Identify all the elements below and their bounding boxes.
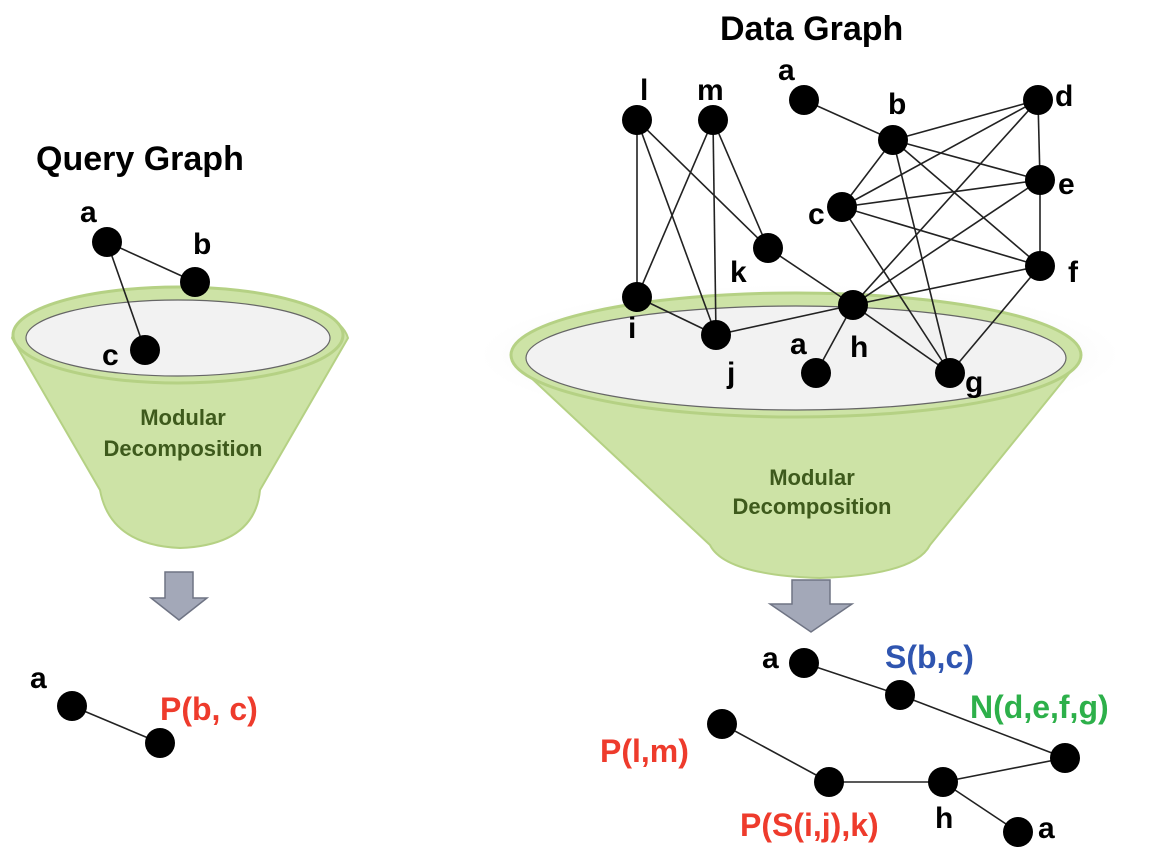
data-funnel-text-1: Modular: [769, 465, 855, 490]
query-result-module-label: P(b, c): [160, 691, 258, 727]
data-label-k: k: [730, 256, 747, 289]
query-label-a: a: [80, 196, 97, 229]
data-label-j: j: [726, 357, 735, 390]
result-label-a-bottom: a: [1038, 812, 1055, 845]
query-edge-a-c: [106, 241, 146, 351]
data-label-a2: a: [790, 328, 807, 361]
query-result-node-module: [145, 728, 175, 758]
result-node-h: [928, 767, 958, 797]
query-label-c: c: [102, 339, 119, 372]
query-funnel-text-2: Decomposition: [104, 436, 263, 461]
query-result-node-a: [57, 691, 87, 721]
query-funnel: Modular Decomposition: [10, 285, 350, 550]
query-graph-panel: Query Graph Modular Decomposition a b c …: [10, 140, 350, 758]
data-node-g: [935, 358, 965, 388]
data-label-l: l: [640, 74, 648, 107]
query-node-a: [92, 227, 122, 257]
data-label-f: f: [1068, 256, 1079, 289]
data-graph-title: Data Graph: [720, 10, 903, 48]
data-down-arrow-icon: [767, 579, 855, 633]
result-node-p-sijk: [814, 767, 844, 797]
data-label-i: i: [628, 312, 636, 345]
data-label-m: m: [697, 74, 724, 107]
data-node-m: [698, 105, 728, 135]
data-label-c: c: [808, 198, 825, 231]
data-label-h: h: [850, 331, 868, 364]
query-down-arrow-icon: [148, 571, 210, 621]
query-result-edge: [71, 705, 161, 744]
result-label-n-defg: N(d,e,f,g): [970, 689, 1109, 725]
query-result-label-a: a: [30, 662, 47, 695]
result-node-s-bc: [885, 680, 915, 710]
data-node-e: [1025, 165, 1055, 195]
data-node-j: [701, 320, 731, 350]
result-label-p-sijk: P(S(i,j),k): [740, 807, 879, 843]
query-node-c: [130, 335, 160, 365]
data-funnel-text-2: Decomposition: [733, 494, 892, 519]
result-node-a-bottom: [1003, 817, 1033, 847]
data-node-a2: [801, 358, 831, 388]
query-funnel-text-1: Modular: [140, 405, 226, 430]
query-graph-title: Query Graph: [36, 140, 244, 178]
data-node-c: [827, 192, 857, 222]
data-node-l: [622, 105, 652, 135]
data-label-a: a: [778, 54, 795, 87]
data-node-d: [1023, 85, 1053, 115]
result-label-h: h: [935, 802, 953, 835]
data-label-e: e: [1058, 168, 1075, 201]
data-node-h: [838, 290, 868, 320]
query-label-b: b: [193, 228, 211, 261]
data-node-a: [789, 85, 819, 115]
data-label-g: g: [965, 366, 983, 399]
data-label-d: d: [1055, 80, 1073, 113]
data-label-b: b: [888, 88, 906, 121]
data-node-i: [622, 282, 652, 312]
result-label-p-lm: P(l,m): [600, 733, 689, 769]
data-node-k: [753, 233, 783, 263]
result-node-n-defg: [1050, 743, 1080, 773]
result-label-a-top: a: [762, 642, 779, 675]
query-node-b: [180, 267, 210, 297]
query-edge-a-b: [106, 241, 196, 283]
data-result-edges: [721, 662, 1066, 833]
result-node-p-lm: [707, 709, 737, 739]
data-graph-panel: Data Graph Modular Decomposition: [480, 10, 1120, 847]
result-node-a-top: [789, 648, 819, 678]
data-node-f: [1025, 251, 1055, 281]
result-label-s-bc: S(b,c): [885, 639, 974, 675]
data-node-b: [878, 125, 908, 155]
